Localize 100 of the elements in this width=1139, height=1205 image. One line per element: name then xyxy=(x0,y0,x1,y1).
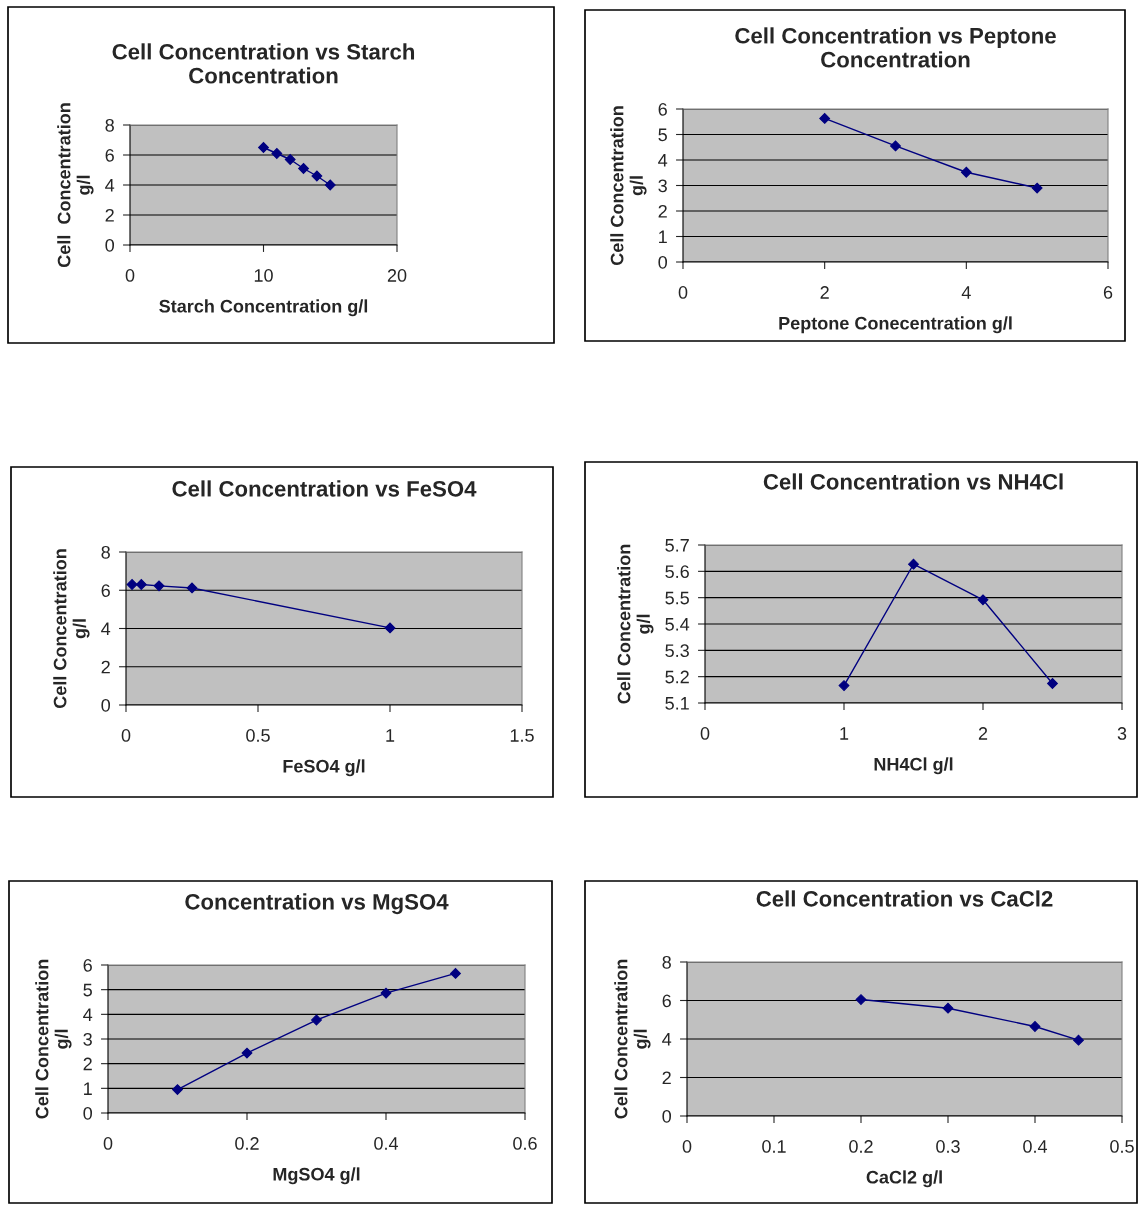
chart-title: Cell Concentration vs Peptone Concentration xyxy=(735,27,1056,68)
y-tick-label: 8 xyxy=(101,545,110,559)
x-axis-title: NH4Cl g/l xyxy=(874,757,953,775)
y-tick-label: 6 xyxy=(105,148,114,162)
y-tick-label: 6 xyxy=(83,958,92,972)
x-tick-label: 1.5 xyxy=(510,729,534,742)
point xyxy=(153,580,165,592)
x-tick-label: 0.2 xyxy=(235,1137,259,1150)
point xyxy=(890,140,901,152)
y-axis-title: Cell Concentration g/l xyxy=(35,959,72,1119)
chart-title: Cell Concentration vs Starch Concentration xyxy=(112,43,415,84)
y-tick-label: 6 xyxy=(662,994,671,1008)
y-axis-title: Cell Concentration g/l xyxy=(53,549,90,709)
point xyxy=(384,622,396,634)
y-tick-label: 5.4 xyxy=(665,618,690,631)
y-tick-label: 5.7 xyxy=(665,539,689,552)
y-tick-label: 1 xyxy=(84,1082,92,1095)
y-tick-label: 5.1 xyxy=(665,697,689,710)
point xyxy=(284,154,296,165)
y-tick-label: 6 xyxy=(101,584,110,597)
x-tick-label: 4 xyxy=(961,286,971,299)
x-axis-title: Starch Concentration g/l xyxy=(159,299,368,317)
y-tick-label: 3 xyxy=(83,1032,92,1046)
y-axis-title: Cell Concentration g/l xyxy=(614,959,651,1119)
chart-title: Cell Concentration vs NH4Cl xyxy=(763,473,1063,490)
x-tick-label: 0.3 xyxy=(936,1140,960,1153)
y-axis-title: Cell Concentration g/l xyxy=(57,103,94,268)
y-tick-label: 2 xyxy=(658,204,667,218)
y-tick-label: 5.5 xyxy=(665,591,689,605)
y-tick-label: 5.3 xyxy=(665,644,689,658)
x-tick-label: 0.2 xyxy=(849,1140,873,1153)
y-tick-label: 2 xyxy=(83,1057,92,1071)
x-axis-title: CaCl2 g/l xyxy=(866,1170,942,1188)
point xyxy=(135,579,147,590)
y-tick-label: 6 xyxy=(658,102,667,116)
x-tick-label: 0.4 xyxy=(374,1137,399,1150)
y-tick-label: 4 xyxy=(101,622,111,636)
x-axis-title: MgSO4 g/l xyxy=(273,1167,360,1185)
point xyxy=(241,1047,253,1059)
y-axis-title: Cell Concentration g/l xyxy=(610,106,647,266)
x-tick-label: 0.1 xyxy=(762,1140,786,1153)
point xyxy=(298,163,309,174)
chart-title: Cell Concentration vs CaCl2 xyxy=(756,890,1053,907)
x-tick-label: 0 xyxy=(125,269,135,282)
y-tick-label: 0 xyxy=(662,1109,672,1123)
point xyxy=(311,170,323,182)
x-tick-label: 0.6 xyxy=(513,1137,537,1150)
point xyxy=(977,594,989,606)
point xyxy=(1047,678,1058,689)
point xyxy=(258,142,269,153)
y-axis-title: Cell Concentration g/l xyxy=(617,544,654,704)
x-tick-label: 2 xyxy=(978,727,988,740)
y-tick-label: 4 xyxy=(105,179,115,192)
y-tick-label: 0 xyxy=(101,698,111,712)
point xyxy=(186,582,198,594)
x-tick-label: 0.5 xyxy=(246,729,270,742)
x-tick-label: 1 xyxy=(386,729,395,742)
chart-title: Cell Concentration vs FeSO4 xyxy=(172,480,477,497)
y-tick-label: 1 xyxy=(659,230,667,244)
x-tick-label: 0.4 xyxy=(1023,1140,1048,1153)
y-tick-label: 4 xyxy=(662,1033,672,1046)
x-tick-label: 2 xyxy=(820,286,829,299)
y-tick-label: 8 xyxy=(105,118,114,132)
point xyxy=(311,1014,322,1026)
x-tick-label: 1 xyxy=(840,727,849,740)
y-tick-label: 2 xyxy=(101,660,110,674)
y-tick-label: 3 xyxy=(658,179,667,193)
point xyxy=(855,994,867,1005)
point xyxy=(172,1084,183,1095)
y-tick-label: 0 xyxy=(83,1106,93,1120)
point xyxy=(126,579,138,590)
point xyxy=(450,967,461,979)
x-tick-label: 3 xyxy=(1117,727,1127,740)
y-tick-label: 5.6 xyxy=(665,565,689,579)
x-axis-title: FeSO4 g/l xyxy=(283,759,365,777)
point xyxy=(838,680,850,692)
y-tick-label: 5 xyxy=(83,983,92,997)
y-tick-label: 0 xyxy=(658,255,668,269)
y-tick-label: 4 xyxy=(83,1008,93,1021)
y-tick-label: 8 xyxy=(662,955,671,969)
y-tick-label: 5.2 xyxy=(665,670,689,684)
y-tick-label: 0 xyxy=(105,238,115,252)
x-tick-label: 6 xyxy=(1103,286,1113,299)
point xyxy=(271,148,283,159)
x-tick-label: 0 xyxy=(121,729,131,742)
x-tick-label: 10 xyxy=(254,269,273,282)
chart-title: Concentration vs MgSO4 xyxy=(185,893,449,915)
y-tick-label: 5 xyxy=(658,128,667,142)
point xyxy=(1073,1034,1084,1046)
y-tick-label: 2 xyxy=(662,1071,671,1085)
point xyxy=(380,987,392,999)
x-tick-label: 20 xyxy=(387,269,407,282)
point xyxy=(942,1002,954,1014)
x-axis-title: Peptone Conecentration g/l xyxy=(779,316,1012,334)
y-tick-label: 2 xyxy=(105,208,114,222)
point xyxy=(1031,182,1043,194)
point xyxy=(908,558,919,570)
point xyxy=(960,166,972,178)
y-tick-label: 4 xyxy=(658,154,668,167)
x-tick-label: 0.5 xyxy=(1110,1140,1134,1153)
